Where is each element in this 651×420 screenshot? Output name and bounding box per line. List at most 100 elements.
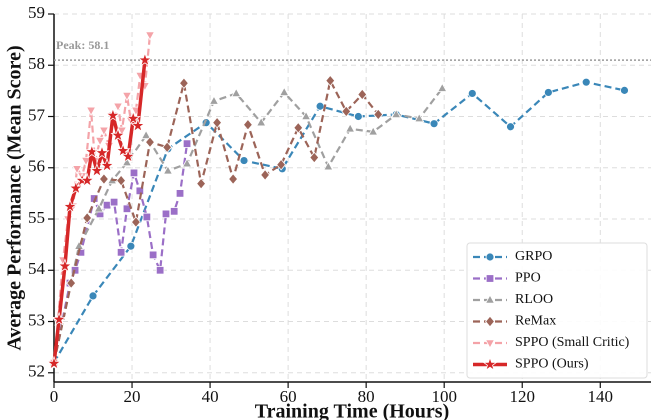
x-tick-label: 80 [358,387,375,406]
point [88,291,98,301]
legend-marker [485,315,495,328]
point [300,110,312,121]
point [155,266,165,275]
point [391,108,402,119]
point [162,165,174,175]
point [130,117,146,133]
point [437,82,448,92]
point [357,88,368,101]
point [98,126,110,136]
y-tick-label: 58 [28,54,45,73]
y-tick-label: 55 [28,208,45,227]
x-tick-label: 20 [124,387,141,406]
point [256,117,267,127]
point [115,142,131,158]
point [84,143,100,159]
legend-marker [485,274,495,283]
point [260,169,271,181]
point [368,126,379,136]
point [182,139,192,148]
y-tick-label: 56 [28,157,45,176]
point [231,87,242,98]
point [144,31,156,41]
point [131,216,141,228]
point [141,129,152,140]
point [276,158,287,171]
point [293,121,304,134]
point [467,89,477,98]
point [169,207,179,216]
series-line [52,34,152,363]
point [110,127,126,142]
point [239,156,249,165]
series-line [53,81,625,364]
x-tick-label: 120 [509,387,535,406]
point [99,157,115,173]
series-line [52,59,147,364]
y-axis-title: Average Performance (Mean Score) [4,45,26,350]
point [137,52,153,67]
y-tick-label: 52 [28,362,45,381]
legend-label: SPPO (Ours) [515,357,589,372]
point [341,105,352,118]
point [68,180,84,195]
point [309,151,320,164]
point [57,258,73,273]
point [323,161,334,171]
legend-box [466,242,648,379]
y-tick-label: 54 [28,259,46,278]
point [353,112,363,121]
point [228,173,239,185]
legend-marker [482,356,498,371]
point [196,177,207,190]
point [506,122,515,132]
point [94,136,106,147]
legend-label: SPPO (Small Critic) [515,335,630,350]
series-line [52,79,380,363]
point [105,107,121,122]
point [148,250,158,260]
y-tick-label: 59 [28,3,45,22]
point [373,108,384,121]
point [116,174,127,187]
x-tick-label: 40 [202,387,219,406]
point [116,126,127,136]
point [414,112,425,123]
x-tick-label: 0 [50,387,59,406]
point [51,311,67,326]
point [46,355,62,370]
point [85,106,97,116]
point [102,200,112,210]
point [120,148,136,163]
point [99,173,109,185]
point [543,88,553,97]
legend-label: PPO [515,271,541,286]
y-tick-label: 57 [28,105,46,124]
x-axis-title: Training Time (Hours) [255,401,449,420]
point [161,209,171,219]
point [212,116,223,129]
point [142,212,152,222]
point [79,172,95,188]
point [66,277,77,289]
point [145,136,155,148]
point [325,74,336,87]
point [125,110,141,126]
y-tick-label: 53 [28,310,45,329]
point [112,102,124,112]
point [179,77,189,90]
legend-marker [484,294,496,304]
peak-label: Peak: 58.1 [56,38,109,52]
legend-label: GRPO [515,249,552,264]
point [109,197,119,207]
point [315,101,325,111]
legend-label: RLOO [515,292,553,307]
point [116,248,126,257]
point [62,198,78,214]
legend-marker [484,339,496,349]
point [126,241,136,251]
point [71,165,83,175]
point [279,86,290,97]
point [429,119,439,129]
